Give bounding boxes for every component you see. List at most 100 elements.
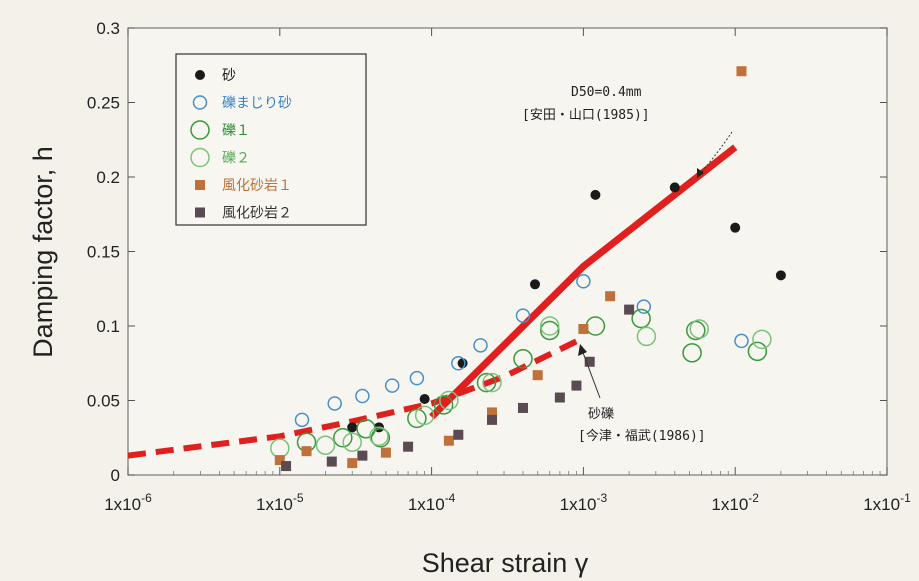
data-point-series-1 [590, 189, 601, 200]
data-point-series-3 [747, 341, 768, 362]
legend-label-2: 礫まじり砂 [222, 96, 292, 112]
legend-label-6: 風化砂岩２ [222, 206, 292, 222]
annotation-yasuda: D50=0.4mm [安田・山口(1985)] [522, 85, 733, 179]
data-point-series-2 [636, 299, 652, 314]
x-tick-label: 1x10-1 [863, 491, 911, 514]
data-point-series-2 [409, 370, 425, 386]
data-point-series-5 [443, 435, 454, 446]
legend-marker-2 [192, 95, 208, 110]
data-point-series-2 [451, 356, 466, 371]
data-point-series-6 [584, 356, 595, 367]
legend-label-5: 風化砂岩１ [222, 178, 292, 194]
data-point-series-4 [539, 316, 560, 336]
data-point-series-1 [669, 182, 680, 193]
data-point-series-5 [487, 407, 498, 418]
x-axis-title: Shear strain γ [422, 548, 589, 578]
y-tick-label: 0 [111, 466, 120, 485]
reference-curves [127, 144, 738, 459]
data-point-series-4 [414, 405, 435, 426]
curve-imazu-fukutake [127, 335, 585, 459]
x-tick-label: 1x10-6 [104, 491, 152, 514]
y-tick-label: 0.3 [96, 19, 120, 38]
data-point-series-3 [631, 308, 651, 329]
data-point-series-4 [315, 435, 336, 455]
data-points [270, 66, 786, 472]
data-point-series-6 [517, 402, 528, 413]
data-point-series-6 [487, 414, 498, 425]
legend-marker-5 [195, 180, 205, 190]
annotation-yasuda-arrowhead [697, 168, 704, 178]
data-point-series-1 [347, 422, 358, 433]
x-tick-labels: 1x10-6 1x10-5 1x10-4 1x10-3 1x10-2 1x10-1 [104, 491, 911, 514]
data-point-series-3 [476, 372, 497, 393]
data-point-series-6 [357, 450, 368, 461]
data-point-series-5 [578, 323, 589, 334]
data-point-series-2 [384, 378, 400, 393]
data-point-series-2 [294, 412, 310, 428]
data-point-series-2 [327, 396, 342, 411]
data-point-series-3 [433, 395, 454, 415]
legend-label-3: 礫１ [222, 123, 250, 139]
legend-box [175, 53, 367, 226]
data-point-series-5 [301, 446, 312, 457]
x-tick-label: 1x10-5 [256, 491, 304, 514]
y-tick-label: 0.25 [87, 94, 120, 113]
y-tick-label: 0.1 [96, 317, 120, 336]
data-point-series-3 [333, 428, 353, 448]
data-point-series-2 [734, 333, 749, 349]
data-point-series-5 [380, 447, 391, 458]
data-point-series-2 [576, 274, 591, 289]
data-point-series-3 [513, 349, 533, 369]
annotation-imazu-line1: 砂礫 [588, 406, 614, 422]
data-point-series-4 [482, 372, 502, 393]
data-point-series-3 [539, 320, 560, 341]
legend-marker-6 [195, 207, 205, 218]
y-tick-labels: 0 0.05 0.1 0.15 0.2 0.25 0.3 [87, 19, 120, 485]
data-point-series-2 [473, 338, 488, 353]
legend-marker-4 [190, 147, 210, 168]
data-point-series-5 [532, 370, 543, 381]
data-point-series-2 [355, 388, 370, 404]
curve-yasuda-yamaguchi [429, 144, 738, 420]
data-point-series-5 [347, 458, 358, 469]
legend-label-1: 砂 [222, 68, 236, 84]
x-tick-label: 1x10-3 [560, 491, 608, 514]
annotation-yasuda-line1: D50=0.4mm [571, 85, 642, 100]
legend-marker-1 [195, 70, 205, 80]
data-point-series-4 [439, 390, 459, 411]
data-point-series-6 [326, 456, 337, 467]
data-point-series-2 [515, 308, 531, 323]
data-point-series-6 [281, 461, 292, 472]
data-point-series-3 [370, 428, 391, 448]
y-tick-label: 0.15 [87, 243, 120, 262]
data-point-series-5 [605, 291, 616, 302]
y-tick-label: 0.2 [96, 168, 120, 187]
data-point-series-6 [554, 392, 565, 403]
legend-marker-3 [190, 120, 210, 140]
y-axis-title: Damping factor, h [28, 146, 58, 358]
annotation-yasuda-line2: [安田・山口(1985)] [522, 108, 650, 123]
data-point-series-6 [453, 429, 464, 440]
data-point-series-1 [530, 279, 541, 290]
y-tick-label: 0.05 [87, 392, 120, 411]
annotation-imazu: 砂礫 [今津・福武(1986)] [578, 344, 706, 444]
data-point-series-3 [407, 408, 427, 429]
data-point-series-4 [752, 329, 772, 350]
data-point-series-4 [636, 326, 657, 347]
data-point-series-6 [403, 441, 414, 452]
data-point-series-1 [730, 222, 741, 233]
data-point-series-4 [689, 319, 710, 339]
legend-label-4: 礫２ [222, 151, 250, 167]
data-point-series-3 [682, 343, 702, 363]
axis-ticks [127, 27, 888, 476]
data-point-series-1 [457, 358, 468, 369]
data-point-series-1 [775, 270, 786, 281]
x-tick-label: 1x10-2 [711, 491, 759, 514]
data-point-series-6 [571, 380, 582, 391]
data-point-series-5 [274, 455, 285, 466]
annotation-imazu-arrowhead [578, 344, 587, 356]
annotation-imazu-line2: [今津・福武(1986)] [578, 428, 706, 444]
data-point-series-1 [419, 394, 430, 405]
